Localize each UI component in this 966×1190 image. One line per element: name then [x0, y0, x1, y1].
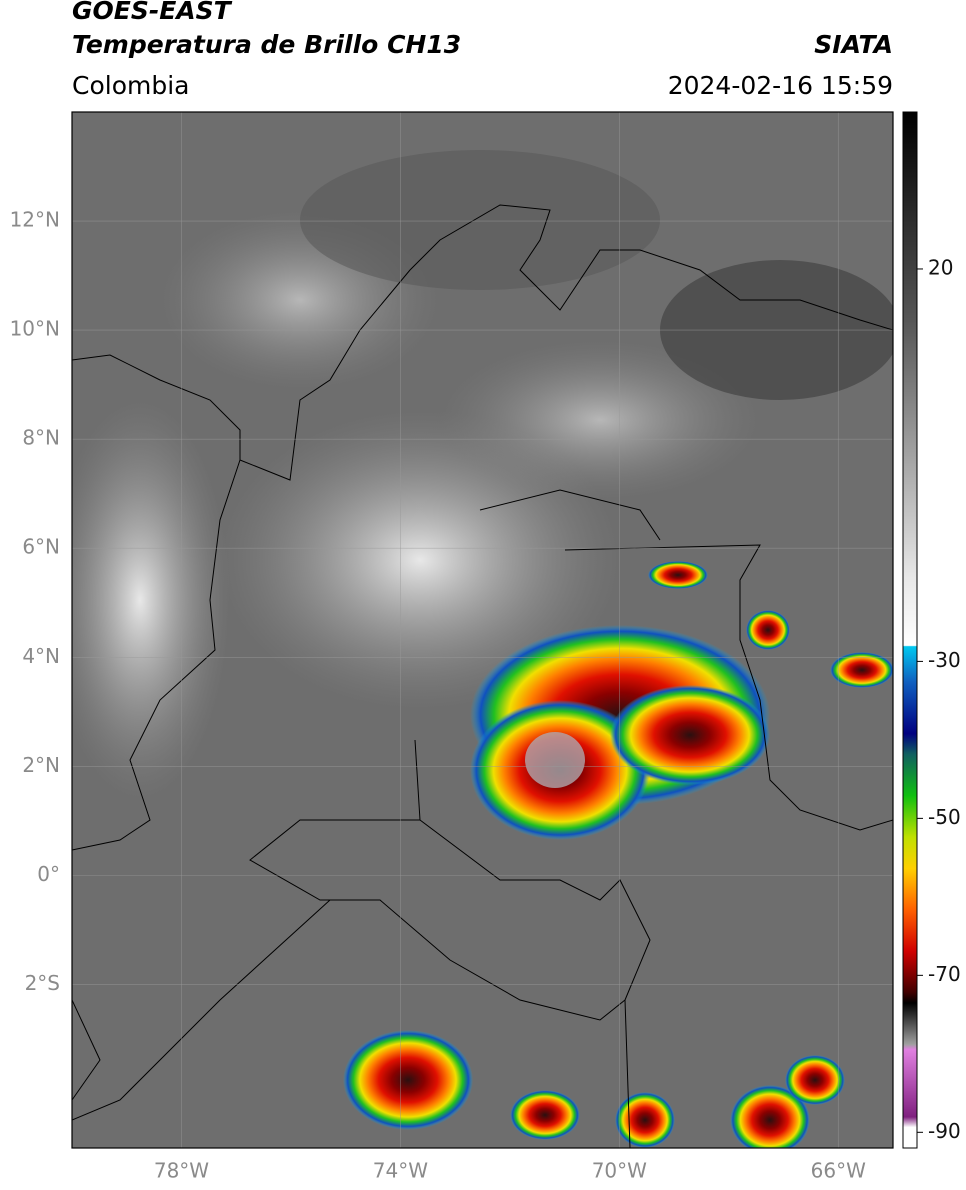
storm [830, 652, 893, 688]
lat-label: 2°N [22, 753, 60, 777]
storm [615, 1092, 675, 1148]
timestamp: 2024-02-16 15:59 [668, 71, 893, 100]
colorbar [902, 111, 918, 1149]
cloud [72, 400, 230, 800]
dark-area [300, 150, 660, 290]
lat-label: 10°N [10, 317, 60, 341]
storm [648, 561, 708, 589]
lat-label: 4°N [22, 644, 60, 668]
source: SIATA [814, 30, 893, 59]
storm [610, 685, 770, 785]
graticule [72, 112, 893, 1148]
map-frame [71, 111, 894, 1149]
storm [730, 1085, 810, 1148]
lat-label: 6°N [22, 535, 60, 559]
borders [72, 204, 893, 1148]
colorbar-tick-label: 20 [928, 255, 953, 279]
lon-label: 66°W [811, 1159, 866, 1183]
colorbar-tick-label: -30 [928, 648, 961, 672]
colorbar-tick-label: -50 [928, 805, 961, 829]
subtitle: Temperatura de Brillo CH13 [72, 30, 461, 59]
lon-label: 78°W [154, 1159, 209, 1183]
lat-label: 12°N [10, 208, 60, 232]
region: Colombia [72, 71, 189, 100]
lon-label: 74°W [373, 1159, 428, 1183]
storm [785, 1055, 845, 1105]
overshooting-top [525, 732, 585, 788]
imagery [72, 112, 893, 1148]
lat-label: 2°S [25, 971, 60, 995]
title: GOES-EAST [72, 0, 233, 25]
storm [746, 610, 790, 650]
storm [343, 1030, 473, 1130]
lat-label: 8°N [22, 426, 60, 450]
lon-label: 70°W [592, 1159, 647, 1183]
storm [510, 1090, 580, 1140]
lat-label: 0° [37, 862, 60, 886]
colorbar-tick-label: -90 [928, 1119, 961, 1143]
cloud [440, 340, 760, 500]
colorbar-tick-label: -70 [928, 962, 961, 986]
